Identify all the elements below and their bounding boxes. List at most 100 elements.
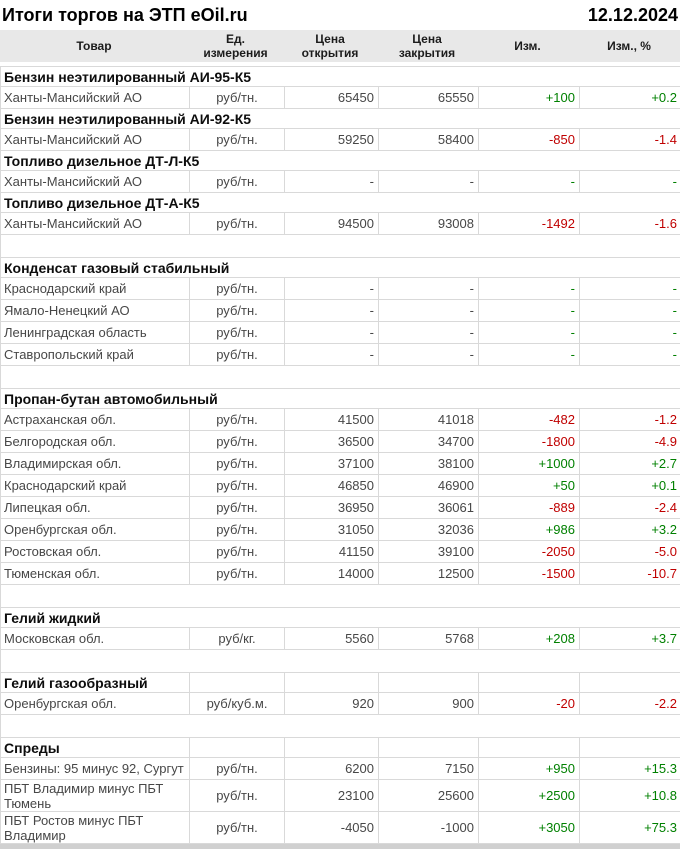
empty-header-cell — [378, 738, 478, 757]
product-cell: ПБТ Владимир минус ПБТ Тюмень — [4, 780, 164, 811]
empty-header-cell — [579, 738, 680, 757]
data-row: Астраханская обл. руб/тн. 41500 41018 -482 -1… — [0, 408, 680, 430]
section-gap — [0, 649, 680, 672]
unit-cell: руб/тн. — [189, 87, 284, 108]
product-cell: Ставропольский край — [4, 347, 134, 362]
change-cell: - — [478, 278, 579, 299]
data-row: Ростовская обл. руб/тн. 41150 39100 -2050 -5.… — [0, 540, 680, 562]
product-cell: Владимирская обл. — [4, 456, 122, 471]
open-price-cell: 65450 — [284, 87, 378, 108]
open-price-cell: 23100 — [284, 780, 378, 811]
empty-header-cell — [378, 673, 478, 692]
section-gap — [0, 584, 680, 607]
section-title: Гелий газообразный — [4, 674, 148, 691]
close-price-cell: 93008 — [378, 213, 478, 234]
change-pct-cell: -2.4 — [579, 497, 680, 518]
unit-cell: руб/тн. — [189, 758, 284, 779]
open-price-cell: 59250 — [284, 129, 378, 150]
table-column-header: Товар Ед. измерения Цена открытия Цена з… — [0, 30, 680, 62]
change-pct-cell: +3.7 — [579, 628, 680, 649]
unit-cell: руб/тн. — [189, 409, 284, 430]
page-title: Итоги торгов на ЭТП eOil.ru — [2, 4, 248, 25]
change-cell: -1500 — [478, 563, 579, 584]
title-bar: Итоги торгов на ЭТП eOil.ru 12.12.2024 — [0, 0, 680, 30]
close-price-cell: 5768 — [378, 628, 478, 649]
close-price-cell: - — [378, 300, 478, 321]
change-pct-cell: -10.7 — [579, 563, 680, 584]
data-row: Белгородская обл. руб/тн. 36500 34700 -1800-… — [0, 430, 680, 452]
unit-cell: руб/тн. — [189, 541, 284, 562]
product-cell: Московская обл. — [4, 631, 105, 646]
data-row: Ленинградская область руб/тн. - - - - — [0, 321, 680, 343]
data-row: Краснодарский край руб/тн. 46850 46900 +50 +0… — [0, 474, 680, 496]
data-row: Оренбургская обл. руб/куб.м. 920 900 -20 -2.2 — [0, 692, 680, 714]
change-cell: - — [478, 344, 579, 365]
change-cell: -1492 — [478, 213, 579, 234]
section-gap — [0, 234, 680, 257]
change-pct-cell: - — [579, 171, 680, 192]
footer-strip — [0, 844, 680, 849]
open-price-cell: - — [284, 171, 378, 192]
report-date: 12.12.2024 — [587, 4, 678, 25]
section-title-cell: Гелий газообразный — [1, 673, 189, 692]
close-price-cell: 32036 — [378, 519, 478, 540]
section-title: Конденсат газовый стабильный — [4, 259, 230, 276]
change-cell: +208 — [478, 628, 579, 649]
section-header-row: Гелий газообразный — [0, 672, 680, 692]
product-cell: Оренбургская обл. — [4, 696, 117, 711]
change-cell: -20 — [478, 693, 579, 714]
data-row: Липецкая обл. руб/тн. 36950 36061 -889 -2.4 — [0, 496, 680, 518]
section-title: Топливо дизельное ДТ-А-К5 — [4, 194, 200, 211]
column-header-change-pct: Изм., % — [607, 39, 651, 53]
data-row: Ставропольский край руб/тн. - - - - — [0, 343, 680, 365]
change-pct-cell: -1.6 — [579, 213, 680, 234]
change-pct-cell: - — [579, 278, 680, 299]
data-row: Ханты-Мансийский АО руб/тн. 59250 58400 -850… — [0, 128, 680, 150]
open-price-cell: 41500 — [284, 409, 378, 430]
product-cell: Ямало-Ненецкий АО — [4, 303, 130, 318]
data-row: Краснодарский край руб/тн. - - - - — [0, 277, 680, 299]
open-price-cell: 31050 — [284, 519, 378, 540]
open-price-cell: 36950 — [284, 497, 378, 518]
open-price-cell: 37100 — [284, 453, 378, 474]
product-cell: ПБТ Ростов минус ПБТ Владимир — [4, 812, 144, 843]
unit-cell: руб/тн. — [189, 812, 284, 843]
product-cell: Липецкая обл. — [4, 500, 91, 515]
data-row: Ханты-Мансийский АО руб/тн. - - - - — [0, 170, 680, 192]
empty-header-cell — [478, 738, 579, 757]
open-price-cell: 14000 — [284, 563, 378, 584]
product-cell: Бензины: 95 минус 92, Сургут — [4, 761, 184, 776]
close-price-cell: 12500 — [378, 563, 478, 584]
section-header-row: Бензин неэтилированный АИ-92-К5 — [0, 108, 680, 128]
change-pct-cell: -1.2 — [579, 409, 680, 430]
product-cell: Краснодарский край — [4, 478, 127, 493]
change-cell: +100 — [478, 87, 579, 108]
unit-cell: руб/тн. — [189, 278, 284, 299]
section-title: Топливо дизельное ДТ-Л-К5 — [4, 152, 200, 169]
open-price-cell: - — [284, 344, 378, 365]
empty-header-cell — [284, 738, 378, 757]
column-header-change: Изм. — [514, 39, 541, 53]
change-pct-cell: -2.2 — [579, 693, 680, 714]
open-price-cell: -4050 — [284, 812, 378, 843]
product-cell: Ханты-Мансийский АО — [4, 174, 142, 189]
change-pct-cell: - — [579, 300, 680, 321]
change-pct-cell: -5.0 — [579, 541, 680, 562]
change-pct-cell: +75.3 — [579, 812, 680, 843]
data-row: Ямало-Ненецкий АО руб/тн. - - - - — [0, 299, 680, 321]
unit-cell: руб/тн. — [189, 300, 284, 321]
close-price-cell: - — [378, 344, 478, 365]
change-pct-cell: +0.1 — [579, 475, 680, 496]
data-row: Тюменская обл. руб/тн. 14000 12500 -1500 -10.… — [0, 562, 680, 584]
column-header-close-price: Цена закрытия — [398, 32, 456, 60]
product-cell: Ханты-Мансийский АО — [4, 216, 142, 231]
data-row: Ханты-Мансийский АО руб/тн. 94500 93008 -149… — [0, 212, 680, 234]
column-header-open-price: Цена открытия — [301, 32, 359, 60]
data-row: Владимирская обл. руб/тн. 37100 38100 +1000 +… — [0, 452, 680, 474]
unit-cell: руб/тн. — [189, 475, 284, 496]
data-row: ПБТ Владимир минус ПБТ Тюмень руб/тн. 2310… — [0, 779, 680, 811]
change-pct-cell: - — [579, 344, 680, 365]
open-price-cell: 920 — [284, 693, 378, 714]
product-cell: Ростовская обл. — [4, 544, 102, 559]
